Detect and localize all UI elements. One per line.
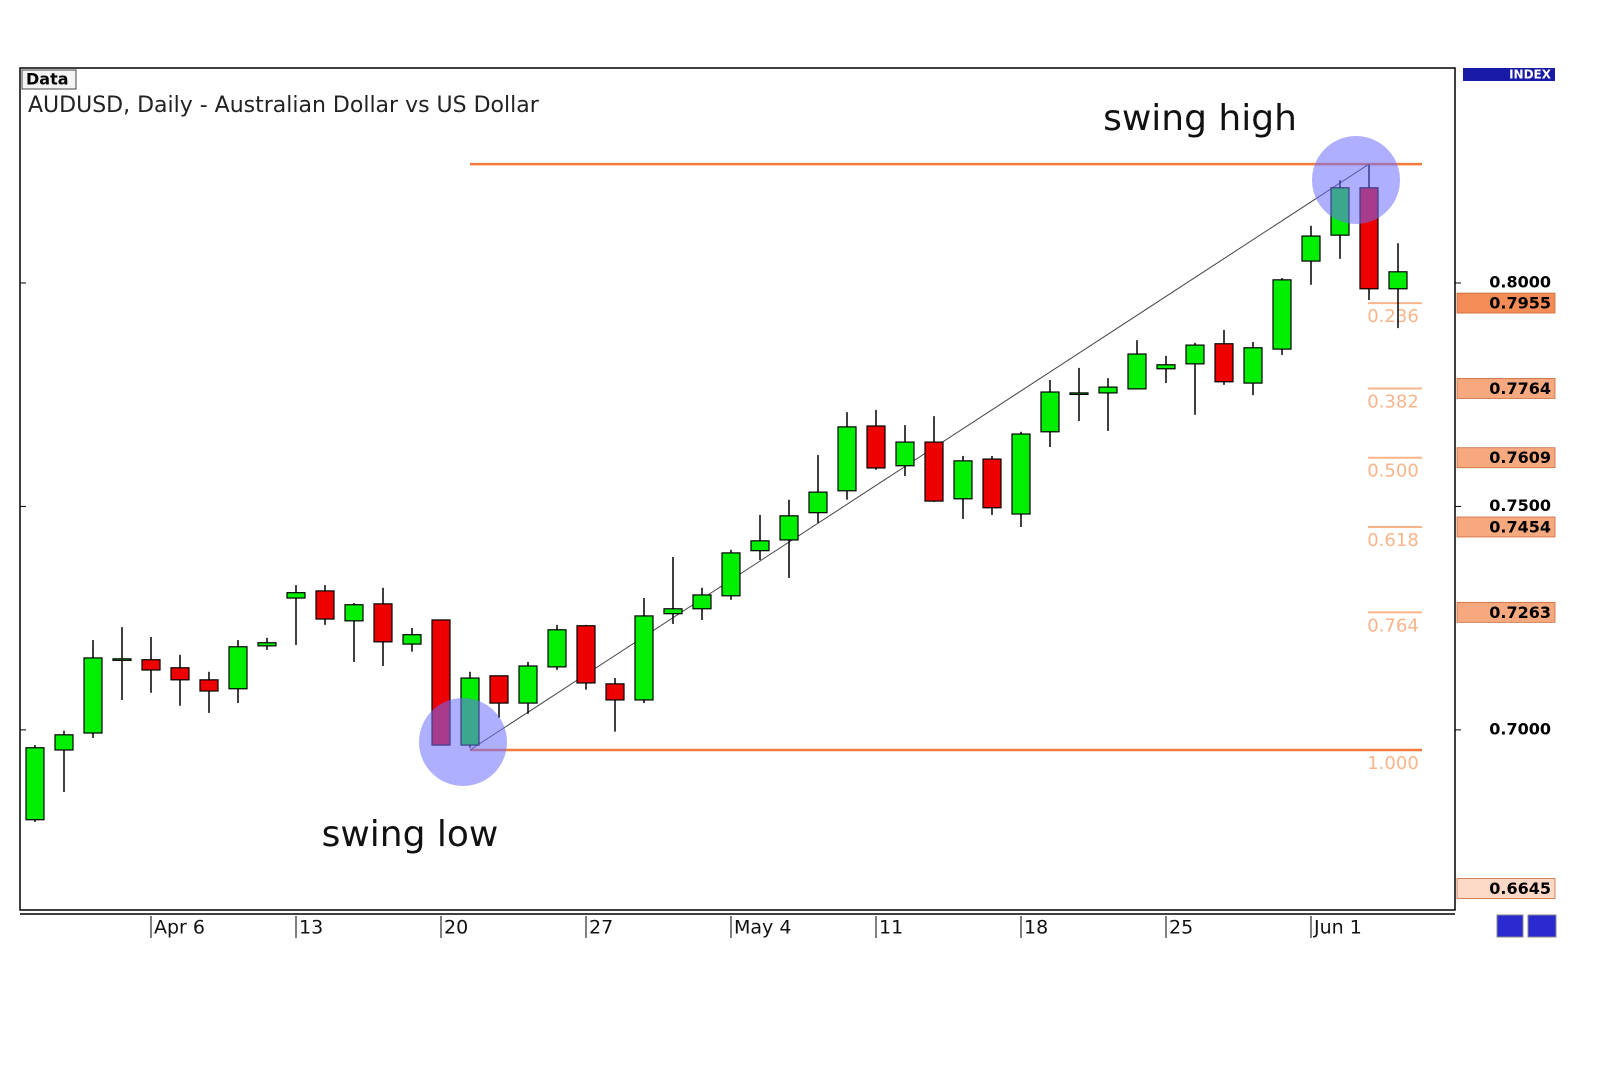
candle-body [344,604,364,622]
candle-body [1214,343,1234,383]
fib-ratio-label: 0.382 [1367,391,1419,412]
y-tick-label: 0.7500 [1489,496,1551,515]
price-label-box [1456,292,1556,314]
chart-title: AUDUSD, Daily - Australian Dollar vs US … [28,93,540,118]
candle-body [489,675,509,704]
candle-body [779,515,799,541]
candle-body [663,608,683,615]
swing-high-circle [1312,136,1400,224]
candle-body [373,603,393,643]
scroll-icon[interactable] [1527,914,1557,938]
price-label: 0.7263 [1489,603,1551,622]
annotation: swing high [1103,98,1297,139]
candle-body [228,646,248,690]
y-tick-label: 0.8000 [1489,272,1551,291]
price-label-box [1456,516,1556,538]
fib-ratio-label: 0.764 [1367,615,1419,636]
candle-body [112,658,132,661]
candle-body [199,679,219,692]
candle-body [1040,391,1060,433]
candle-body [1388,271,1408,290]
scroll-icon[interactable] [1496,914,1524,938]
index-label: INDEX [1509,68,1552,82]
price-label: 0.6645 [1489,879,1551,898]
candle-body [1098,386,1118,394]
candle-body [25,747,45,821]
candle-body [953,460,973,500]
x-tick-label: 11 [879,917,903,939]
candle-body [808,491,828,514]
candle-body [924,441,944,502]
candle-body [1243,347,1263,384]
x-tick-label: Jun 1 [1313,917,1362,939]
candle-body [315,590,335,620]
fib-ratio-label: 0.236 [1367,306,1419,327]
price-label: 0.7609 [1489,448,1551,467]
x-tick-label: 13 [299,917,323,939]
price-label-box [1456,878,1556,899]
candle-body [634,615,654,701]
annotation: swing low [322,814,499,855]
panel-label: Data [26,70,69,89]
candle-body [1011,433,1031,515]
panel-label-box [21,69,77,90]
candle-body [721,552,741,597]
candle-body [1127,353,1147,390]
fib-ratio-label: 0.618 [1367,530,1419,551]
fib-ratio-label: 1.000 [1367,753,1419,774]
candle-body [837,426,857,492]
x-tick-label: May 4 [734,917,791,939]
plot-area [19,67,1456,911]
candle-body [402,634,422,645]
price-label: 0.7955 [1489,294,1551,313]
candle-body [1185,344,1205,365]
candle-body [518,665,538,704]
candle-body [547,629,567,668]
candle-body [692,594,712,610]
price-label-box [1456,378,1556,399]
candle-body [866,425,886,469]
candle-body [605,683,625,701]
candle-body [895,441,915,467]
x-tick-label: 25 [1169,917,1193,939]
price-label-box [1456,447,1556,469]
candle-body [576,625,596,684]
candle-body [83,657,103,734]
candle-body [1301,235,1321,262]
candle-body [170,667,190,681]
y-tick-label: 0.7000 [1489,719,1551,738]
x-tick-label: 20 [444,917,468,939]
marks: 0.8000 0.7500 0.7000 Apr 6 13 20 27 May 4 11 18 25… [20,162,1556,939]
candle-body [750,540,770,552]
candle-body [1069,392,1089,396]
candle-body [286,592,306,599]
index-box [1463,68,1555,81]
x-tick-label: Apr 6 [154,917,205,939]
price-label-box [1456,601,1556,623]
candle-body [1272,279,1292,350]
candle-body [54,734,74,751]
swing-low-circle [419,698,507,786]
candle-body [982,458,1002,509]
price-label: 0.7764 [1489,379,1551,398]
x-tick-label: 18 [1024,917,1048,939]
candle-body [257,642,277,647]
price-label: 0.7454 [1489,517,1551,536]
candle-body [141,659,161,671]
x-tick-label: 27 [589,917,613,939]
trend-line [469,163,1370,751]
candle-body [1156,364,1176,370]
fib-ratio-label: 0.500 [1367,461,1419,482]
